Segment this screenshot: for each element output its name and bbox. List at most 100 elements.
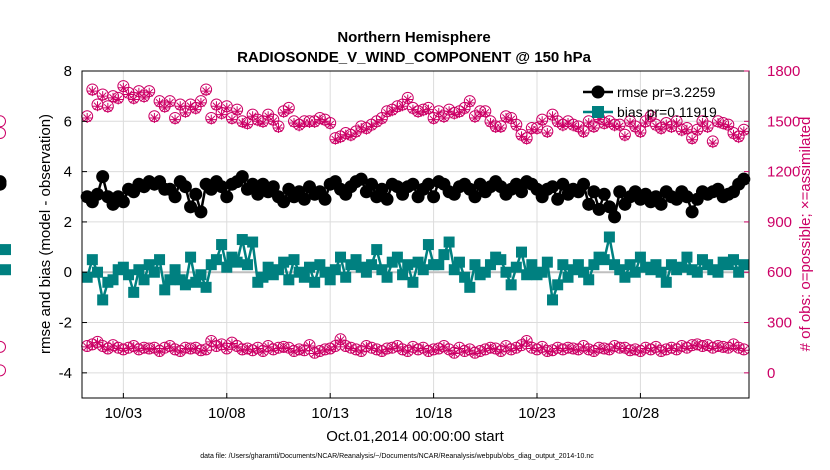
assimilated-point-50 xyxy=(340,129,351,140)
assimilated-lower-point-95 xyxy=(573,345,584,356)
x-tick-label-0: 10/03 xyxy=(105,405,143,422)
assimilated-lower-point-82 xyxy=(506,345,517,356)
assimilated-lower-point-32 xyxy=(247,346,258,357)
assimilated-point-49 xyxy=(335,133,346,144)
assimilated-lower-point-106 xyxy=(630,345,641,356)
assimilated-point-55 xyxy=(366,121,377,132)
rmse-point-98 xyxy=(587,185,601,199)
bias-point-12 xyxy=(143,259,155,271)
bias-point-47 xyxy=(324,274,336,286)
assimilated-point-40 xyxy=(288,117,299,128)
assimilated-lower-point-116 xyxy=(681,343,692,354)
assimilated-point-109 xyxy=(645,112,656,123)
bias-point-75 xyxy=(469,259,481,271)
assimilated-point-101 xyxy=(604,117,615,128)
assimilated-lower-point-4 xyxy=(102,344,113,355)
assimilated-point-117 xyxy=(687,134,698,145)
assimilated-lower-point-84 xyxy=(516,341,527,352)
assimilated-lower-point-25 xyxy=(211,341,222,352)
assimilated-point-118 xyxy=(692,126,703,137)
y-tick-label-0: -4 xyxy=(59,365,72,382)
assimilated-lower-point-22 xyxy=(195,346,206,357)
assimilated-point-0 xyxy=(82,112,93,123)
rmse-point-66 xyxy=(421,177,435,191)
bias-point-106 xyxy=(629,266,641,278)
rmse-point-38 xyxy=(277,195,291,209)
assimilated-point-114 xyxy=(671,117,682,128)
assimilated-lower-point-0 xyxy=(82,341,93,352)
assimilated-lower-point-112 xyxy=(661,345,672,356)
assimilated-lower-point-92 xyxy=(557,345,568,356)
assimilated-lower-point-113 xyxy=(666,343,677,354)
assimilated-point-48 xyxy=(330,134,341,145)
assimilated-lower-point-109 xyxy=(645,345,656,356)
rmse-point-116 xyxy=(680,190,694,204)
y-tick-label-1: -2 xyxy=(59,315,72,332)
assimilated-lower-point-27 xyxy=(221,344,232,355)
rmse-point-102 xyxy=(608,210,622,224)
assimilated-lower-point-35 xyxy=(263,341,274,352)
assimilated-lower-point-89 xyxy=(542,346,553,357)
assimilated-lower-point-45 xyxy=(314,346,325,357)
assimilated-lower-point-111 xyxy=(656,346,667,357)
assimilated-lower-point-77 xyxy=(480,345,491,356)
assimilated-lower-point-41 xyxy=(294,345,305,356)
assimilated-lower-point-88 xyxy=(537,342,548,353)
assimilated-point-113 xyxy=(666,123,677,134)
assimilated-lower-point-14 xyxy=(154,346,165,357)
rmse-point-20 xyxy=(184,200,198,214)
assimilated-point-38 xyxy=(278,107,289,118)
assimilated-lower-point-56 xyxy=(371,345,382,356)
y-right-tick-label-6: 1800 xyxy=(767,63,800,80)
rmse-point-92 xyxy=(556,177,570,191)
rmse-point-46 xyxy=(318,192,332,206)
bias-point-115 xyxy=(676,261,688,273)
assimilated-lower-point-2 xyxy=(92,337,103,348)
bias-point-35 xyxy=(262,261,274,273)
assimilated-point-32 xyxy=(247,111,258,122)
bias-point-43 xyxy=(304,261,316,273)
bias-point-45 xyxy=(314,259,326,271)
rmse-point-2 xyxy=(91,187,105,201)
assimilated-lower-point-19 xyxy=(180,343,191,354)
assimilated-point-87 xyxy=(532,124,543,135)
assimilated-point-121 xyxy=(707,138,718,149)
assimilated-lower-point-119 xyxy=(697,341,708,352)
assimilated-lower-point-76 xyxy=(475,346,486,357)
assimilated-point-36 xyxy=(268,116,279,127)
assimilated-lower-point-120 xyxy=(702,341,713,352)
assimilated-lower-point-1 xyxy=(87,340,98,351)
bias-point-23 xyxy=(200,281,212,293)
bias-point-73 xyxy=(459,271,471,283)
bias-point-127 xyxy=(738,259,750,271)
assimilated-point-10 xyxy=(133,87,144,98)
assimilated-point-14 xyxy=(154,97,165,108)
x-tick-label-1: 10/08 xyxy=(208,405,246,422)
assimilated-lower-point-90 xyxy=(547,346,558,357)
assimilated-lower-point-100 xyxy=(599,344,610,355)
assimilated-lower-point-96 xyxy=(578,341,589,352)
assimilated-point-116 xyxy=(681,124,692,135)
assimilated-point-17 xyxy=(170,114,181,125)
assimilated-point-123 xyxy=(718,119,729,130)
assimilated-lower-point-44 xyxy=(309,348,320,359)
assimilated-lower-point-5 xyxy=(108,341,119,352)
assimilated-lower-point-12 xyxy=(144,344,155,355)
legend: rmse pr=3.2259 bias pr=0.11919 xyxy=(583,84,717,120)
assimilated-point-104 xyxy=(619,131,630,142)
assimilated-lower-point-55 xyxy=(366,343,377,354)
assimilated-lower-point-107 xyxy=(635,346,646,357)
bias-point-112 xyxy=(660,276,672,288)
bias-point-37 xyxy=(272,264,284,276)
assimilated-point-20 xyxy=(185,101,196,112)
y-right-tick-label-2: 600 xyxy=(767,264,792,281)
assimilated-point-11 xyxy=(139,92,150,103)
rmse-point-129 xyxy=(0,175,7,189)
assimilated-lower-point-36 xyxy=(268,345,279,356)
bias-point-72 xyxy=(453,256,465,268)
assimilated-point-30 xyxy=(237,117,248,128)
assimilated-lower-point-123 xyxy=(718,342,729,353)
assimilated-lower-point-126 xyxy=(733,343,744,354)
rmse-point-19 xyxy=(178,180,192,194)
chart-title: Northern Hemisphere xyxy=(337,29,490,46)
